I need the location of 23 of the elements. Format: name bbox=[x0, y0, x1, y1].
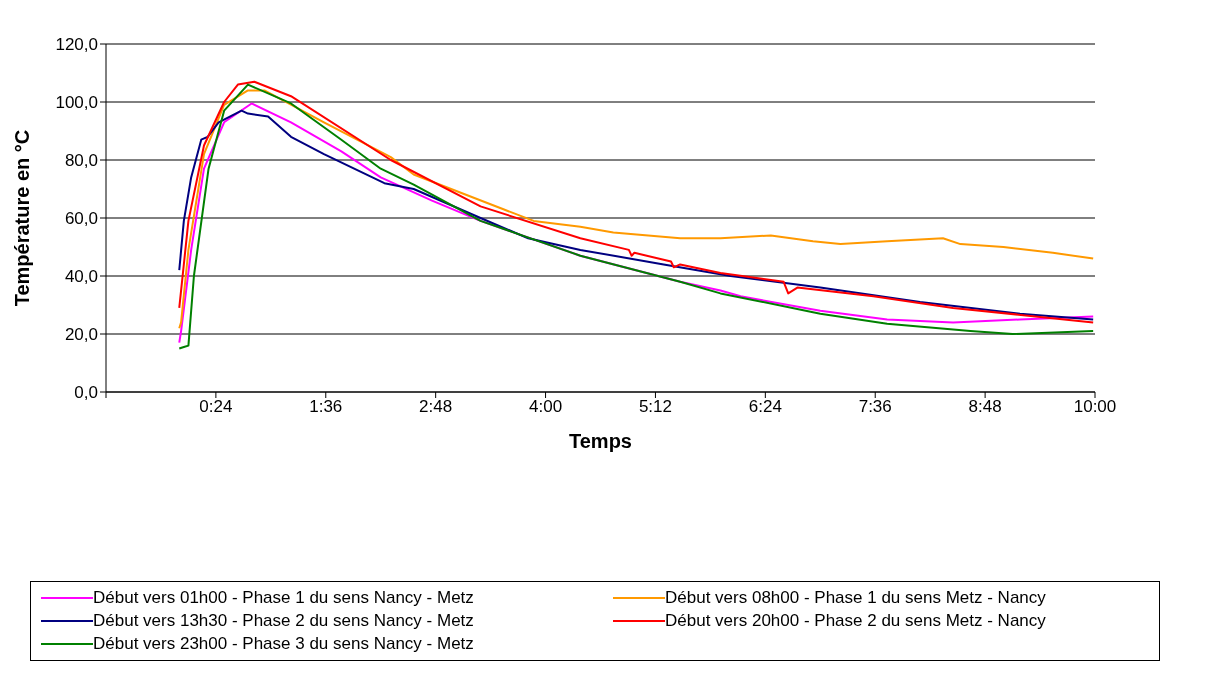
y-tick-label: 20,0 bbox=[64, 325, 98, 345]
x-tick-label: 10:00 bbox=[1073, 397, 1117, 417]
x-tick-label: 8:48 bbox=[968, 397, 1002, 417]
x-tick-label: 2:48 bbox=[419, 397, 453, 417]
x-tick-label: 4:00 bbox=[529, 397, 563, 417]
x-tick-label: 6:24 bbox=[748, 397, 782, 417]
y-axis-title: Température en °C bbox=[11, 129, 34, 307]
y-tick-label: 120,0 bbox=[55, 35, 98, 55]
y-tick-label: 100,0 bbox=[55, 93, 98, 113]
legend-label: Début vers 08h00 - Phase 1 du sens Metz - Nancy bbox=[665, 588, 1046, 608]
legend-label: Début vers 20h00 - Phase 2 du sens Metz - Nancy bbox=[665, 611, 1046, 631]
x-tick-label: 0:24 bbox=[199, 397, 233, 417]
legend-label: Début vers 01h00 - Phase 1 du sens Nancy - Metz bbox=[93, 588, 474, 608]
x-axis-title: Temps bbox=[569, 430, 632, 452]
legend-label: Début vers 23h00 - Phase 3 du sens Nancy - Metz bbox=[93, 634, 474, 654]
y-tick-label: 80,0 bbox=[64, 151, 98, 171]
y-tick-label: 0,0 bbox=[74, 383, 98, 403]
x-tick-label: 1:36 bbox=[309, 397, 343, 417]
legend-label: Début vers 13h30 - Phase 2 du sens Nancy - Metz bbox=[93, 611, 474, 631]
x-tick-label: 7:36 bbox=[858, 397, 892, 417]
y-tick-label: 40,0 bbox=[64, 267, 98, 287]
x-tick-label: 5:12 bbox=[638, 397, 672, 417]
y-tick-label: 60,0 bbox=[64, 209, 98, 229]
